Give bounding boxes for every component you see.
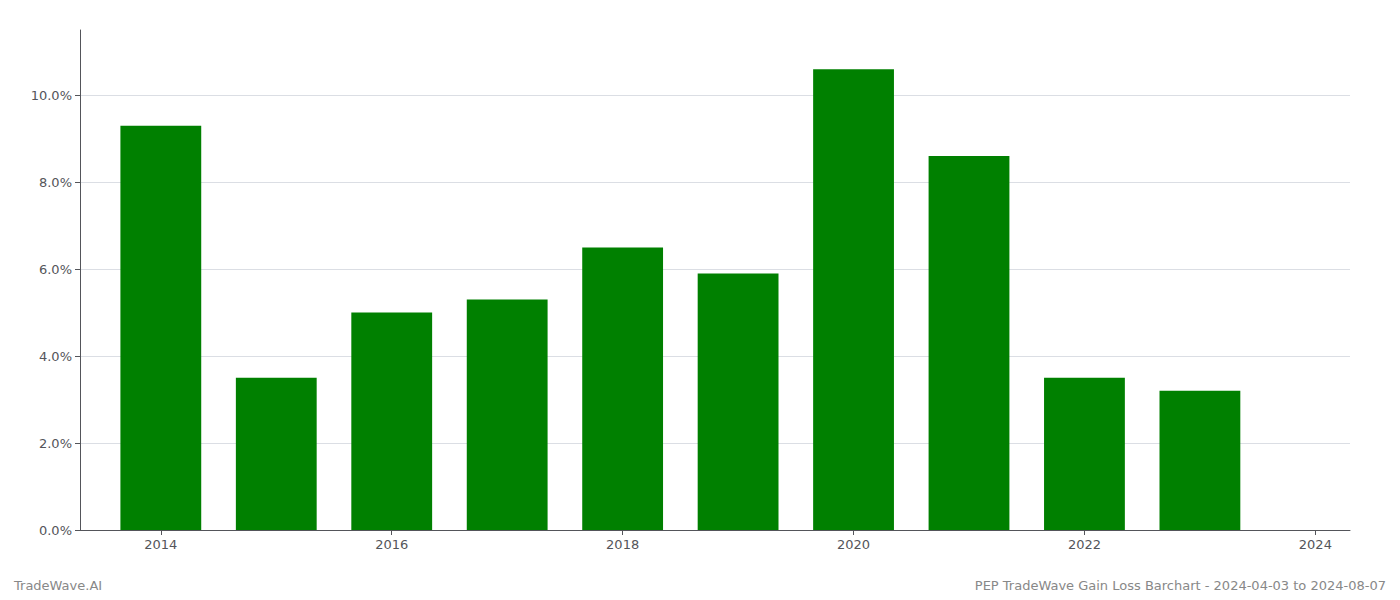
svg-text:0.0%: 0.0% [39, 523, 72, 538]
svg-text:2.0%: 2.0% [39, 436, 72, 451]
svg-text:PEP TradeWave Gain Loss Barcha: PEP TradeWave Gain Loss Barchart - 2024-… [975, 578, 1386, 593]
svg-text:2020: 2020 [837, 537, 870, 552]
svg-text:2014: 2014 [144, 537, 177, 552]
svg-text:8.0%: 8.0% [39, 175, 72, 190]
svg-text:2016: 2016 [375, 537, 408, 552]
svg-text:2024: 2024 [1299, 537, 1332, 552]
svg-text:2018: 2018 [606, 537, 639, 552]
svg-text:TradeWave.AI: TradeWave.AI [13, 578, 102, 593]
svg-text:10.0%: 10.0% [31, 88, 72, 103]
svg-text:6.0%: 6.0% [39, 262, 72, 277]
svg-text:2022: 2022 [1068, 537, 1101, 552]
svg-text:4.0%: 4.0% [39, 349, 72, 364]
